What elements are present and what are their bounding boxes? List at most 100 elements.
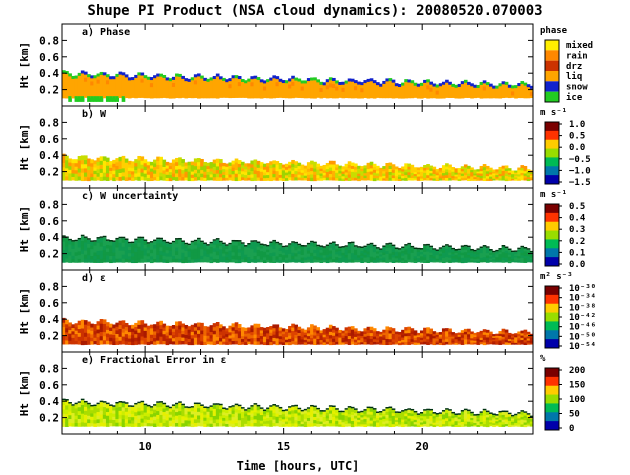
data-cell (350, 171, 355, 175)
data-cell (127, 422, 132, 427)
data-cell (291, 258, 295, 263)
data-cell (181, 419, 185, 424)
data-cell (303, 172, 308, 176)
data-cell (184, 407, 189, 412)
data-cell (156, 332, 160, 338)
colorbar-segment (545, 303, 559, 314)
data-cell (325, 171, 330, 175)
data-cell (87, 404, 91, 409)
top-edge-cell (463, 244, 468, 247)
data-cell (520, 249, 525, 253)
data-cell (476, 172, 481, 176)
data-cell (143, 323, 148, 328)
top-edge-cell (366, 406, 371, 409)
data-cell (68, 322, 72, 327)
phase-top-cell (193, 74, 198, 78)
data-cell (181, 162, 185, 167)
data-cell (372, 409, 377, 413)
data-cell (347, 246, 352, 251)
data-cell (319, 341, 324, 345)
data-cell (517, 257, 521, 261)
data-cell (467, 173, 471, 177)
colorbar-label: −0.5 (569, 155, 591, 165)
phase-top-cell (379, 83, 383, 87)
data-cell (256, 416, 261, 421)
data-cell (363, 172, 368, 176)
top-edge-cell (259, 243, 264, 246)
data-cell (454, 422, 459, 426)
data-cell (410, 177, 415, 181)
data-cell (247, 330, 251, 334)
data-cell (363, 170, 368, 174)
data-cell (328, 416, 333, 421)
data-cell (266, 332, 270, 337)
data-cell (278, 423, 283, 427)
data-cell (319, 168, 324, 172)
data-cell (234, 322, 239, 327)
data-cell (529, 417, 534, 420)
top-edge-cell (281, 409, 286, 412)
data-cell (231, 326, 236, 331)
data-cell (338, 337, 342, 340)
data-cell (479, 165, 484, 169)
data-cell (143, 254, 148, 259)
data-cell (341, 424, 346, 428)
top-edge-cell (181, 240, 185, 242)
data-cell (247, 253, 251, 258)
data-cell (93, 330, 98, 335)
data-cell (228, 259, 233, 263)
top-edge-cell (397, 411, 402, 414)
data-cell (366, 408, 371, 412)
data-cell (284, 339, 289, 343)
data-cell (62, 245, 66, 251)
data-cell (517, 419, 521, 423)
data-cell (467, 423, 471, 427)
top-edge-cell (256, 404, 261, 407)
data-cell (149, 407, 154, 412)
data-cell (514, 178, 518, 181)
data-cell (482, 336, 487, 340)
data-cell (278, 417, 283, 421)
data-cell (498, 253, 503, 257)
data-cell (303, 177, 308, 181)
data-cell (514, 424, 518, 427)
data-cell (363, 328, 368, 332)
data-cell (256, 167, 261, 172)
data-cell (479, 335, 484, 338)
data-cell (498, 412, 503, 416)
data-cell (250, 331, 255, 336)
phase-top-cell (319, 81, 324, 85)
data-cell (240, 252, 245, 257)
data-cell (498, 331, 503, 334)
data-cell (281, 423, 286, 427)
data-cell (511, 256, 515, 260)
data-cell (460, 421, 465, 425)
data-cell (62, 253, 66, 259)
data-cell (501, 246, 506, 250)
data-cell (146, 246, 151, 251)
data-cell (90, 412, 94, 417)
data-cell (332, 242, 336, 247)
data-cell (457, 420, 462, 424)
data-cell (457, 170, 462, 173)
y-tick-label: 0.2 (39, 412, 59, 425)
data-cell (454, 334, 459, 338)
data-cell (234, 325, 239, 331)
data-cell (272, 412, 277, 417)
data-cell (281, 411, 286, 415)
data-cell (187, 341, 192, 346)
data-cell (357, 423, 361, 427)
data-cell (379, 331, 383, 335)
data-cell (354, 177, 358, 181)
data-cell (131, 177, 135, 181)
data-cell (149, 416, 154, 421)
data-cell (291, 242, 295, 247)
data-cell (467, 421, 471, 425)
data-cell (266, 249, 270, 253)
data-cell (102, 323, 107, 329)
top-edge-cell (347, 241, 352, 244)
data-cell (423, 327, 427, 331)
data-cell (451, 336, 455, 339)
data-cell (457, 340, 462, 343)
data-cell (492, 422, 496, 426)
